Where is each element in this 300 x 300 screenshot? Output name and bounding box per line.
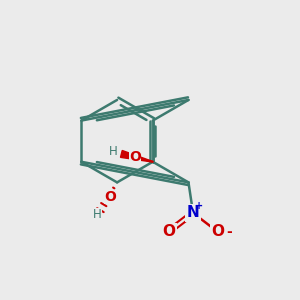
Text: O: O	[162, 224, 175, 239]
Text: N: N	[187, 206, 200, 220]
Polygon shape	[122, 154, 153, 162]
Text: O: O	[129, 150, 141, 164]
Text: H: H	[109, 145, 118, 158]
Polygon shape	[121, 151, 153, 162]
Text: H: H	[93, 208, 101, 221]
Text: +: +	[196, 202, 204, 212]
Text: O: O	[104, 190, 116, 204]
Text: O: O	[211, 224, 224, 239]
Text: -: -	[226, 225, 232, 239]
